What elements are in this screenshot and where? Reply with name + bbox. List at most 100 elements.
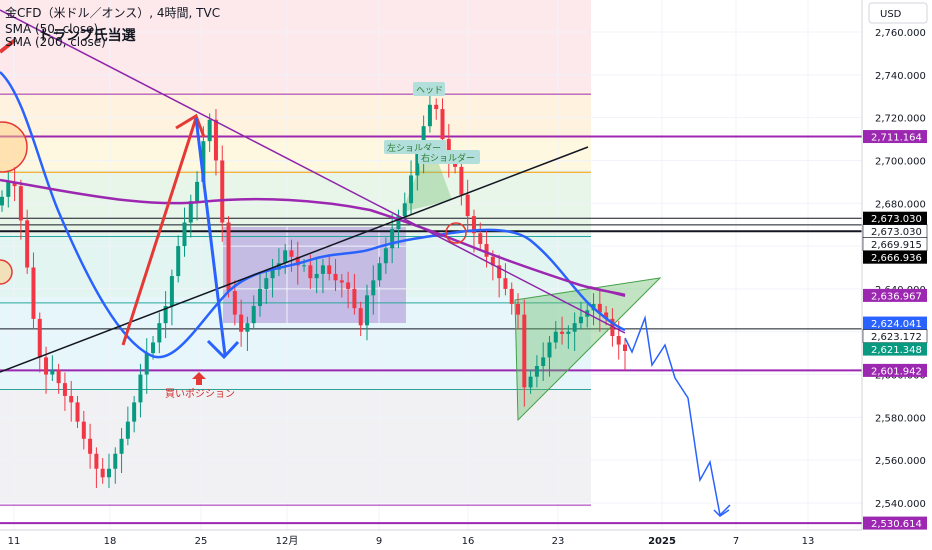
candle-body [157, 323, 162, 343]
candle-body [333, 273, 338, 281]
sma200-legend: SMA (200, close) [5, 35, 106, 49]
candle-body [490, 256, 495, 266]
candle-body [239, 314, 244, 332]
candle-body [132, 402, 137, 422]
candle-body [465, 194, 470, 217]
candle-body [119, 438, 124, 454]
candle-body [364, 295, 369, 326]
candle-body [245, 323, 250, 332]
candle-body [258, 288, 263, 307]
left-red-arrow [0, 38, 17, 54]
candle-body [100, 468, 105, 478]
candle-body [113, 453, 118, 469]
candle-body [390, 228, 395, 249]
x-tick-label: 25 [195, 536, 208, 547]
candle-body [201, 141, 206, 182]
candle-body [509, 288, 514, 304]
candle-body [138, 374, 143, 403]
candle-body [69, 395, 74, 403]
rise-arrow-head [175, 113, 206, 138]
candle-body [503, 278, 508, 289]
candle-body [88, 438, 93, 454]
price-tag-label: 2,711.164 [871, 133, 922, 144]
candle-body [106, 468, 111, 478]
y-tick-label: 2,540.000 [875, 499, 926, 510]
candle-body [270, 269, 275, 279]
candle-body [352, 288, 357, 309]
right-shoulder-label: 右ショルダー [421, 152, 475, 164]
candle-body [276, 263, 281, 270]
candle-body [547, 342, 552, 358]
x-tick-label: 16 [462, 536, 475, 547]
price-tag [863, 342, 927, 356]
candle-body [377, 263, 382, 281]
candle-body [402, 203, 407, 217]
x-tick-label: 12月 [276, 535, 299, 547]
candle-body [459, 166, 464, 195]
y-axis-ticks: 2,760.000 2,740.000 2,720.000 2,700.000 2,68… [875, 28, 926, 510]
price-tag-label: 2,673.030 [871, 227, 922, 238]
currency-button[interactable] [868, 2, 928, 24]
buy-position-label: 買いポジション [165, 388, 235, 400]
candle-body [220, 160, 225, 223]
candle-body [516, 303, 521, 315]
x-tick-label: 7 [733, 536, 739, 547]
candle-body [6, 181, 11, 197]
candle-body [396, 216, 401, 229]
head-shoulders-shape [402, 140, 452, 212]
candle-body [434, 104, 439, 110]
candle-body [295, 256, 300, 266]
candles [0, 89, 627, 489]
candle-body [31, 267, 36, 319]
candle-body [528, 376, 533, 388]
candle-body [289, 250, 294, 257]
sma-50-line [0, 71, 626, 359]
forecast-path [624, 315, 731, 517]
x-tick-label: 2025 [648, 536, 676, 547]
sma50-legend: SMA (50, close) [5, 22, 98, 36]
buy-arrow-icon [192, 372, 206, 385]
candle-body [176, 246, 181, 277]
symbol-title: 金CFD（米ドル／オンス）, 4時間, TVC [5, 5, 220, 20]
y-tick-label: 2,560.000 [875, 456, 926, 467]
candle-body [226, 222, 231, 292]
candle-body [339, 280, 344, 283]
price-tag-label: 2,673.030 [871, 214, 922, 225]
candle-body [81, 421, 86, 439]
candle-body [37, 318, 42, 358]
candle-body [251, 306, 256, 324]
candle-body [597, 303, 602, 313]
descending-trendline [0, 9, 626, 334]
price-tag-label: 2,624.041 [871, 319, 922, 330]
candle-body [12, 181, 17, 187]
candle-body [572, 323, 577, 332]
price-tags: 2,711.164 2,673.030 2,673.030 2,669.915 2,66… [862, 130, 928, 530]
sma-200-line [0, 178, 626, 297]
candle-body [283, 250, 288, 264]
x-tick-label: 13 [802, 536, 815, 547]
candle-body [314, 273, 319, 279]
price-tag-label: 2,669.915 [871, 240, 922, 251]
candle-body [522, 314, 527, 388]
y-tick-label: 2,760.000 [875, 28, 926, 39]
candle-body [44, 357, 49, 375]
price-tag [863, 516, 927, 530]
candle-body [195, 181, 200, 202]
currency-button-label[interactable]: USD [880, 9, 902, 20]
y-tick-label: 2,720.000 [875, 114, 926, 125]
candle-body [566, 331, 571, 334]
price-tag-label: 2,621.348 [871, 345, 922, 356]
candle-body [427, 104, 432, 127]
x-tick-label: 11 [8, 536, 21, 547]
drop-arrow-head [206, 339, 240, 360]
price-tag [863, 250, 927, 264]
x-tick-label: 23 [552, 536, 565, 547]
candle-body [188, 201, 193, 223]
candle-body [308, 265, 313, 279]
candle-body [534, 365, 539, 377]
candle-body [497, 265, 502, 279]
candle-body [346, 282, 351, 289]
y-tick-label: 2,740.000 [875, 71, 926, 82]
candle-body [415, 154, 420, 176]
price-tag [863, 130, 927, 144]
